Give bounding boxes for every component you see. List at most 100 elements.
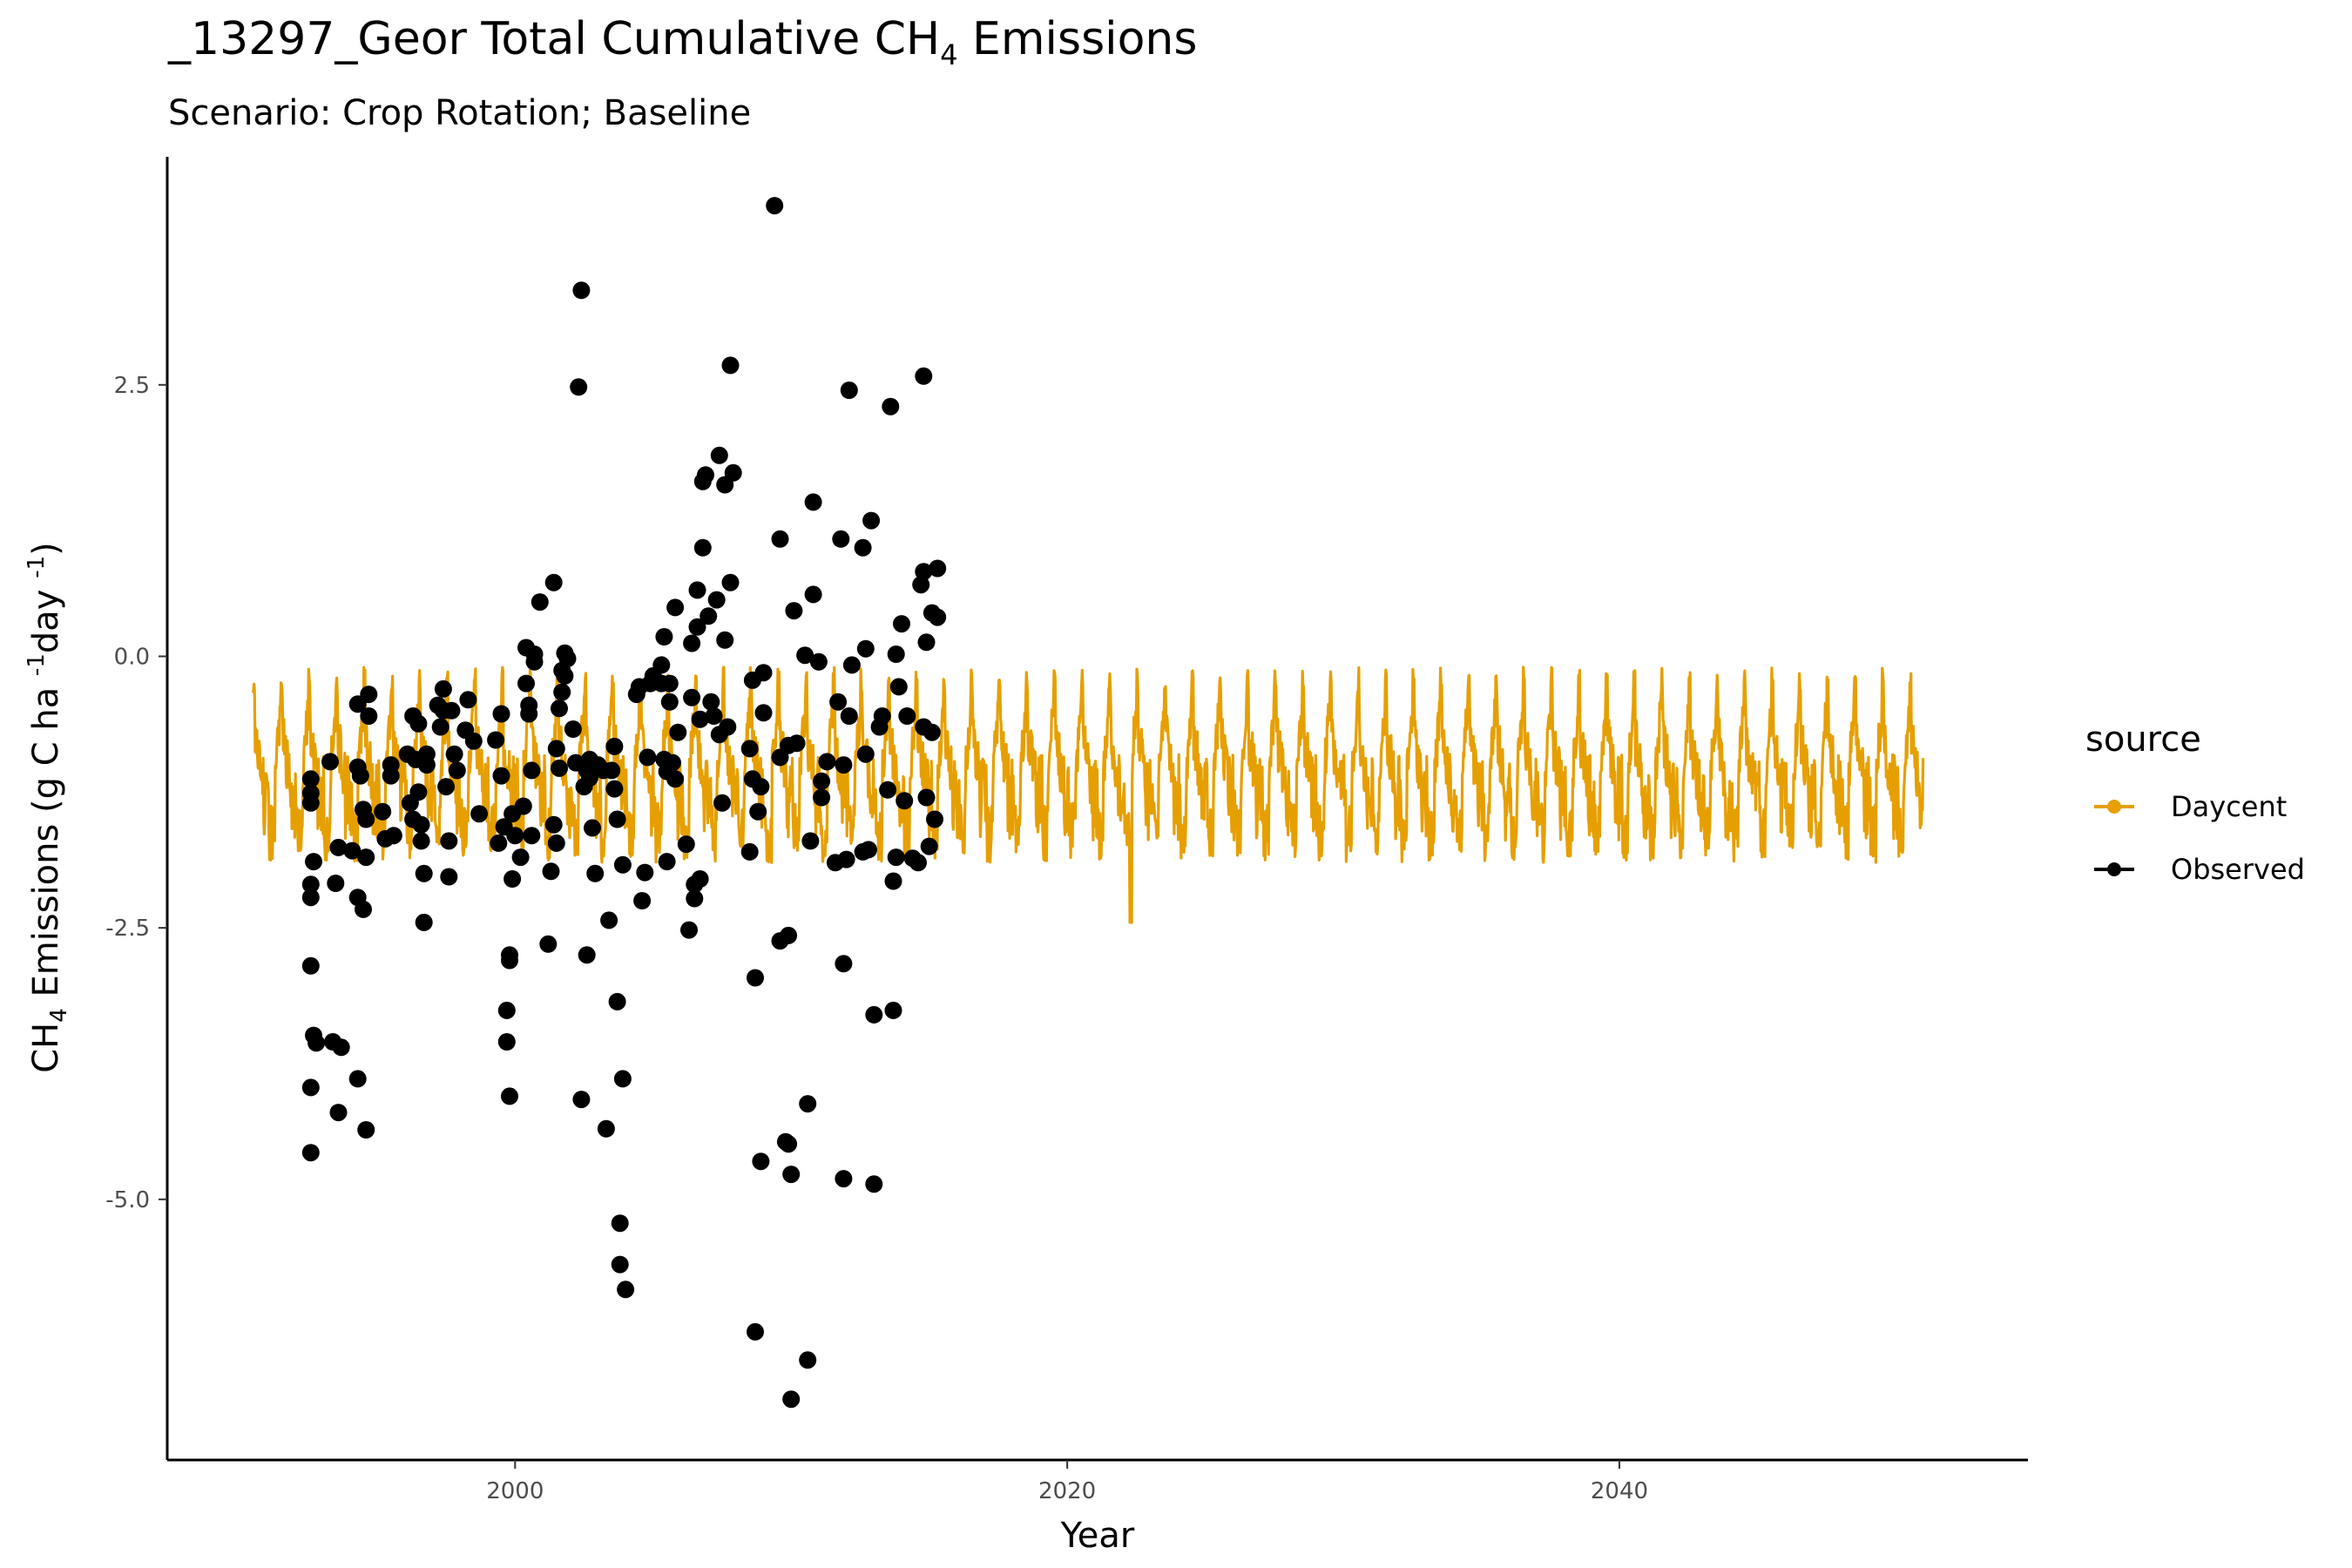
- observed-point: [747, 969, 764, 987]
- observed-point: [669, 723, 687, 741]
- observed-point: [691, 870, 709, 888]
- observed-point: [917, 788, 936, 807]
- observed-point: [384, 827, 402, 845]
- observed-point: [721, 573, 740, 591]
- observed-point: [837, 850, 855, 868]
- observed-point: [608, 810, 626, 828]
- observed-point: [492, 705, 510, 723]
- observed-point: [840, 707, 858, 725]
- observed-point: [608, 992, 626, 1010]
- chart-title: _13297_Geor Total Cumulative CH4 Emissio…: [167, 13, 1197, 71]
- observed-point: [926, 810, 943, 828]
- observed-point: [782, 1390, 801, 1409]
- y-tick-label: -2.5: [105, 916, 150, 942]
- observed-point: [691, 710, 709, 728]
- observed-point: [564, 720, 582, 738]
- observed-point: [780, 926, 798, 944]
- observed-point: [570, 378, 588, 396]
- daycent-series-line: [251, 666, 1925, 924]
- observed-point: [700, 607, 718, 625]
- chart-subtitle: Scenario: Crop Rotation; Baseline: [168, 93, 751, 133]
- observed-point: [915, 367, 933, 385]
- observed-point: [504, 870, 522, 888]
- observed-point: [688, 581, 706, 599]
- observed-point: [348, 1070, 367, 1088]
- observed-point: [464, 732, 483, 750]
- observed-point: [887, 645, 905, 663]
- observed-point: [639, 748, 657, 767]
- observed-point: [501, 1087, 518, 1105]
- observed-point: [929, 608, 947, 626]
- observed-point: [680, 921, 698, 939]
- observed-point: [547, 740, 565, 758]
- observed-point: [666, 598, 685, 617]
- observed-point: [539, 935, 558, 953]
- observed-point: [705, 707, 723, 725]
- observed-point: [597, 1119, 615, 1138]
- observed-point: [893, 615, 910, 633]
- observed-point: [329, 1104, 348, 1122]
- observed-point: [633, 892, 652, 909]
- observed-point: [829, 693, 848, 711]
- observed-point: [542, 862, 560, 881]
- x-axis-ticks: 2000 2020 2040: [486, 1460, 1648, 1504]
- observed-point: [909, 854, 927, 872]
- observed-point: [771, 530, 789, 548]
- observed-point: [813, 788, 831, 807]
- series-daycent-line-group: [251, 666, 1925, 924]
- observed-point: [887, 848, 905, 867]
- observed-point: [578, 946, 596, 964]
- observed-point: [613, 1070, 632, 1088]
- observed-point: [860, 841, 877, 859]
- observed-point: [842, 656, 861, 674]
- observed-point: [611, 1214, 629, 1233]
- observed-point: [497, 1033, 516, 1051]
- observed-point: [799, 1351, 817, 1369]
- observed-point: [835, 955, 853, 973]
- observed-point: [884, 1001, 902, 1019]
- observed-point: [710, 446, 728, 464]
- observed-point: [889, 678, 908, 696]
- observed-point: [611, 1255, 629, 1274]
- observed-point: [605, 780, 624, 798]
- observed-point: [896, 792, 914, 810]
- observed-point: [551, 700, 568, 718]
- observed-point: [415, 913, 433, 931]
- observed-point: [721, 356, 740, 375]
- legend-key-daycent-point: [2107, 800, 2121, 814]
- legend-key-observed-point: [2107, 862, 2121, 876]
- observed-point: [301, 956, 320, 975]
- y-tick-label: 0.0: [114, 644, 150, 670]
- observed-point: [915, 563, 933, 581]
- observed-point: [664, 754, 681, 772]
- observed-point: [785, 602, 803, 620]
- observed-point: [724, 463, 742, 482]
- observed-point: [677, 835, 695, 854]
- observed-point: [551, 759, 568, 777]
- observed-point: [917, 633, 936, 652]
- observed-point: [412, 832, 430, 850]
- observed-point: [796, 646, 814, 665]
- observed-point: [459, 691, 477, 709]
- observed-point: [801, 832, 820, 850]
- observed-point: [884, 872, 902, 890]
- observed-point: [688, 618, 706, 636]
- observed-point: [652, 656, 671, 674]
- observed-point: [707, 591, 726, 609]
- observed-point: [525, 645, 544, 663]
- observed-point: [412, 815, 430, 834]
- observed-point: [636, 863, 654, 882]
- observed-point: [862, 511, 881, 530]
- observed-point: [443, 701, 461, 720]
- observed-point: [374, 802, 392, 821]
- observed-point: [856, 745, 875, 763]
- observed-point: [497, 1001, 516, 1019]
- observed-point: [754, 664, 773, 682]
- observed-point: [766, 197, 784, 215]
- observed-point: [440, 868, 458, 886]
- observed-point: [882, 397, 900, 416]
- observed-point: [301, 1144, 320, 1162]
- observed-point: [658, 853, 676, 871]
- legend-label-observed: Observed: [2171, 853, 2305, 886]
- observed-point: [804, 585, 822, 604]
